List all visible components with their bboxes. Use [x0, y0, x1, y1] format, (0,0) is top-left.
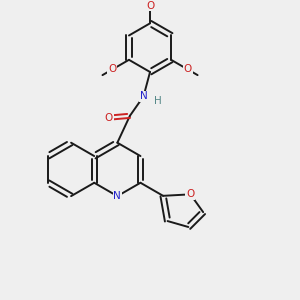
Text: O: O: [146, 1, 154, 10]
Text: O: O: [104, 113, 113, 123]
Text: N: N: [140, 92, 147, 101]
Text: H: H: [154, 96, 162, 106]
Text: O: O: [108, 64, 116, 74]
Text: O: O: [186, 189, 194, 199]
Text: O: O: [184, 64, 192, 74]
Text: N: N: [113, 191, 121, 201]
